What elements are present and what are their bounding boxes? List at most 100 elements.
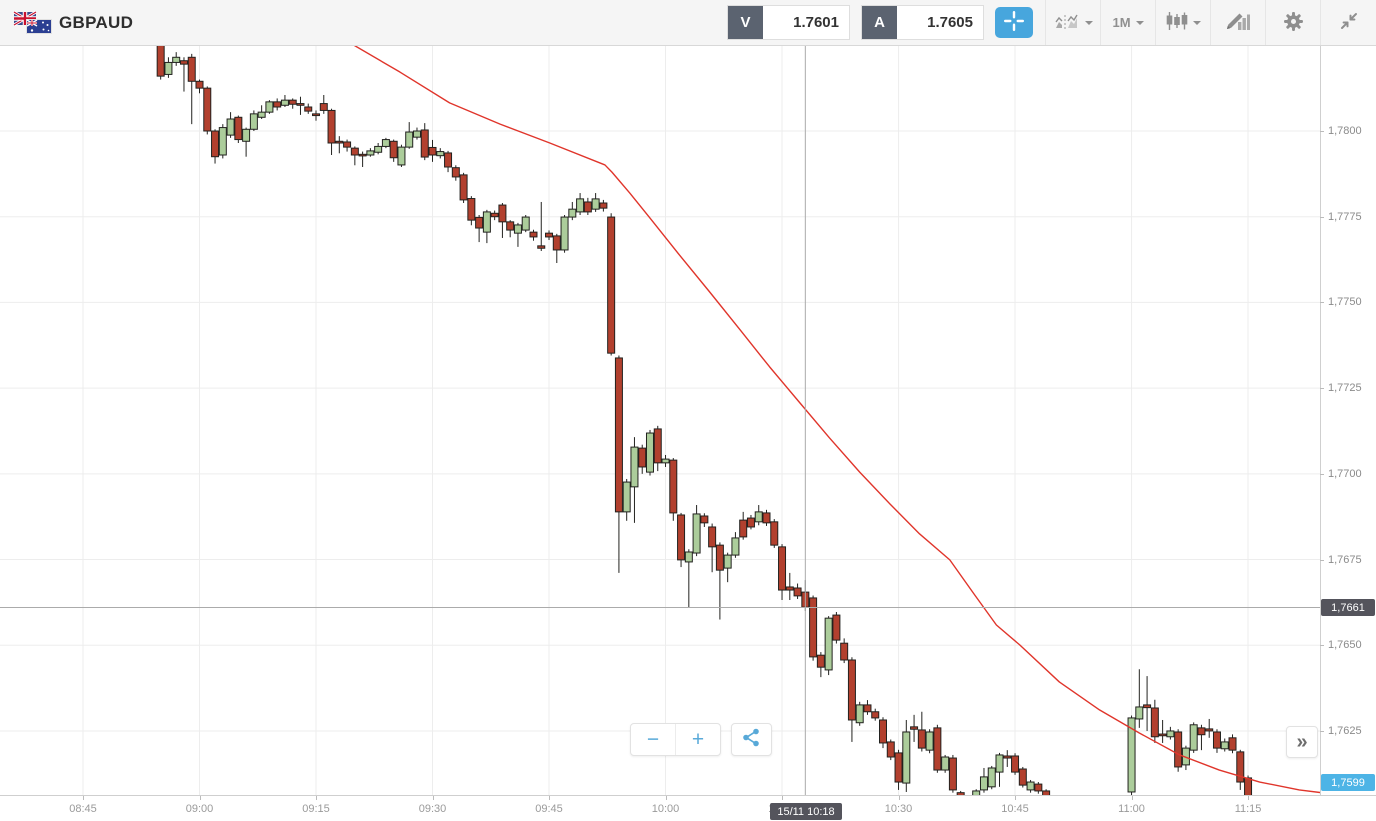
candle-down	[793, 587, 802, 597]
share-button[interactable]	[731, 723, 772, 756]
candle-down	[871, 711, 880, 719]
share-icon	[742, 728, 761, 752]
time-axis-tick	[1015, 796, 1017, 800]
candle-down	[770, 521, 779, 546]
price-axis-tick	[1320, 388, 1324, 390]
candle-up	[661, 458, 670, 464]
toolbar: GBPAUD V 1.7601 A 1.7605	[0, 0, 1376, 46]
expand-panel-button[interactable]: »	[1286, 726, 1318, 758]
price-axis-label: 1,7775	[1328, 210, 1362, 223]
price-axis-tick	[1320, 473, 1324, 475]
candle-down	[778, 546, 787, 591]
chart-type-button[interactable]	[1156, 0, 1211, 45]
time-axis-tick	[316, 796, 317, 800]
candle-down	[211, 130, 220, 158]
candle-up	[436, 151, 445, 157]
zoom-in-button[interactable]: +	[676, 724, 720, 755]
candle-down	[1143, 704, 1152, 709]
candle-down	[1158, 733, 1167, 737]
candle-down	[187, 56, 196, 82]
candle-up	[482, 211, 491, 233]
draw-indicator-button[interactable]	[1211, 0, 1266, 45]
candle-down	[304, 106, 313, 112]
candle-down	[179, 60, 188, 65]
candle-up	[242, 128, 251, 142]
candle-down	[816, 654, 825, 668]
time-axis-label: 09:30	[418, 803, 447, 815]
candle-down	[459, 174, 468, 201]
compare-charts-button[interactable]	[1046, 0, 1101, 45]
crosshair-icon	[1001, 8, 1027, 37]
candle-down	[1205, 728, 1214, 732]
candle-down	[552, 235, 561, 251]
candle-down	[739, 519, 748, 538]
draw-indicator-icon	[1226, 11, 1250, 34]
price-axis[interactable]: 1,7800 1,7775 1,7750 1,7725 1,7700 1,7675 1,76…	[1320, 46, 1376, 795]
candle-up	[902, 731, 911, 784]
candle-up	[591, 198, 600, 210]
candle-down	[545, 232, 554, 238]
settings-button[interactable]	[1266, 0, 1321, 45]
time-axis-tick	[1131, 796, 1133, 800]
candle-down	[312, 113, 321, 117]
candle-down	[327, 109, 336, 144]
ask-quote-button[interactable]: A 1.7605	[861, 5, 984, 40]
candle-down	[599, 202, 608, 209]
candle-down	[948, 757, 957, 791]
chevron-down-icon	[1084, 20, 1093, 25]
candle-up	[855, 704, 864, 724]
gbpaud-flag-icon	[13, 10, 53, 36]
zoom-out-button[interactable]: −	[631, 724, 676, 755]
candle-down	[234, 116, 243, 141]
moving-average-line	[353, 46, 1321, 794]
candle-down	[917, 729, 926, 749]
candle-up	[172, 56, 181, 63]
candle-up	[366, 150, 375, 156]
bid-quote-button[interactable]: V 1.7601	[727, 5, 850, 40]
crosshair-tool-button[interactable]	[995, 7, 1033, 38]
timeframe-button[interactable]: 1M	[1101, 0, 1156, 45]
candle-up	[645, 432, 654, 473]
candle-down	[1174, 731, 1183, 768]
time-axis-tick	[199, 796, 201, 800]
candle-down	[762, 512, 771, 524]
candle-down	[1244, 777, 1253, 795]
time-axis-label: 10:00	[651, 803, 680, 815]
gridlines	[0, 46, 1320, 795]
price-axis-tick	[1320, 216, 1324, 218]
ask-value: 1.7605	[927, 14, 973, 31]
candle-up	[265, 101, 274, 113]
candle-up	[249, 113, 258, 130]
candle-down	[529, 231, 538, 238]
candle-down	[708, 526, 717, 548]
price-axis-tick	[1320, 645, 1324, 647]
candle-up	[630, 446, 639, 488]
candle-down	[614, 357, 623, 513]
candle-down	[700, 515, 709, 524]
candle-up	[374, 145, 383, 153]
time-axis[interactable]: 08:4509:0009:1509:3009:4510:0010:1510:30…	[0, 795, 1376, 821]
collapse-arrows-icon	[1339, 11, 1359, 34]
candle-down	[1011, 755, 1020, 773]
candle-up	[226, 118, 235, 136]
candle-down	[1042, 790, 1051, 795]
time-axis-label: 10:45	[1001, 803, 1029, 815]
zoom-button-group: − +	[630, 723, 721, 756]
price-axis-label: 1,7725	[1328, 382, 1362, 395]
collapse-button[interactable]	[1321, 0, 1376, 45]
price-axis-tick	[1320, 131, 1324, 132]
candle-down	[583, 201, 592, 213]
candle-up	[280, 99, 289, 106]
candle-up	[1026, 781, 1035, 791]
candlestick-chart-canvas[interactable]	[0, 46, 1321, 795]
price-axis-label: 1,7800	[1328, 125, 1362, 137]
candle-down	[809, 597, 818, 658]
candle-down	[444, 152, 453, 168]
candle-up	[723, 554, 732, 569]
candle-down	[879, 719, 888, 744]
time-axis-tick	[83, 796, 84, 800]
price-axis-tick	[1320, 730, 1324, 732]
candle-down	[933, 727, 942, 771]
candle-down	[894, 752, 903, 783]
